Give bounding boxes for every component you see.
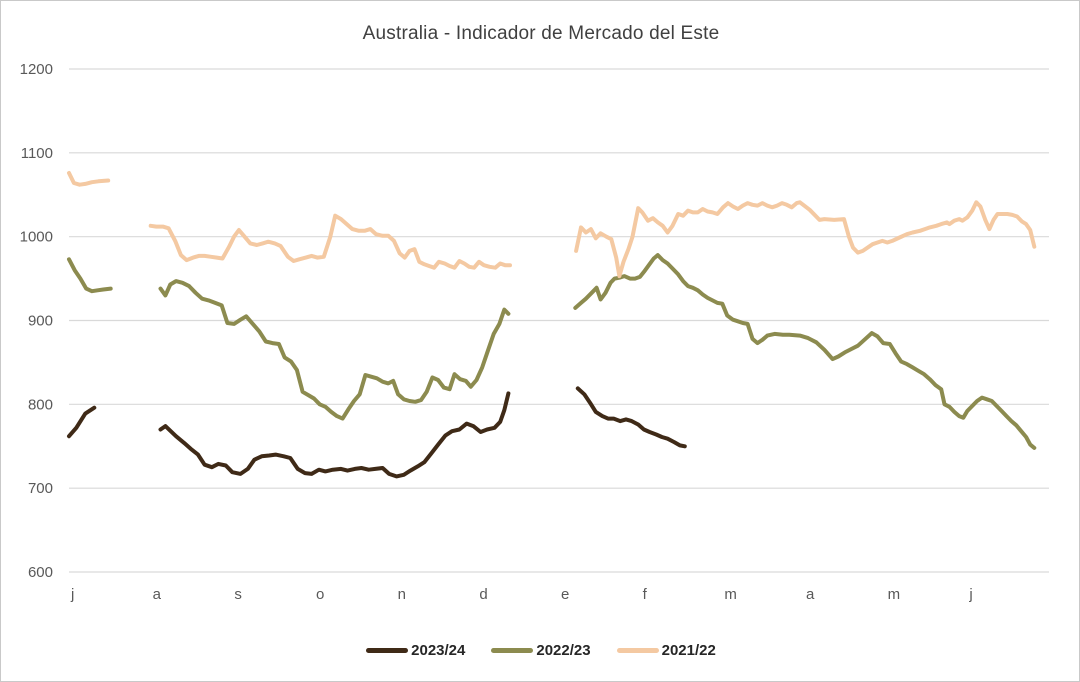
legend-swatch-icon (491, 648, 534, 653)
x-tick-label: j (968, 586, 972, 603)
series-line-2023/24 (575, 386, 687, 449)
legend-label: 2022/23 (536, 642, 591, 659)
y-tick-label: 1200 (20, 61, 53, 78)
x-tick-label: a (806, 586, 815, 603)
legend-swatch-icon (616, 648, 659, 653)
y-tick-label: 800 (28, 396, 53, 413)
y-tick-label: 700 (28, 480, 53, 497)
x-tick-label: n (398, 586, 406, 603)
x-tick-label: m (724, 586, 737, 603)
series-line-2023/24 (67, 405, 97, 439)
y-tick-label: 1100 (21, 145, 53, 162)
series-line-2022/23 (158, 279, 511, 421)
series-line-2022/23 (67, 257, 113, 294)
legend-item-2022/23: 2022/23 (491, 642, 591, 659)
y-tick-label: 600 (28, 564, 53, 581)
legend-label: 2023/24 (411, 642, 466, 659)
x-tick-label: o (316, 586, 324, 603)
legend-item-2021/22: 2021/22 (616, 642, 716, 659)
series-line-2022/23 (573, 253, 1037, 450)
x-tick-label: e (561, 586, 569, 603)
series-line-2021/22 (67, 171, 111, 187)
x-tick-label: d (479, 586, 487, 603)
legend-label: 2021/22 (661, 642, 716, 659)
y-tick-label: 900 (28, 313, 53, 330)
y-tick-label: 1000 (20, 229, 53, 246)
x-tick-label: m (888, 586, 901, 603)
x-tick-label: s (234, 586, 242, 603)
series-line-2021/22 (574, 200, 1037, 279)
series-line-2023/24 (158, 391, 511, 479)
chart-title: Australia - Indicador de Mercado del Est… (362, 23, 720, 44)
x-tick-label: j (70, 586, 74, 603)
legend-swatch-icon (366, 648, 409, 653)
series-line-2021/22 (148, 213, 512, 270)
x-tick-label: a (153, 586, 162, 603)
legend-item-2023/24: 2023/24 (366, 642, 465, 659)
legend: 2023/24 2022/23 2021/22 (1, 642, 1079, 659)
x-tick-label: f (643, 586, 648, 603)
